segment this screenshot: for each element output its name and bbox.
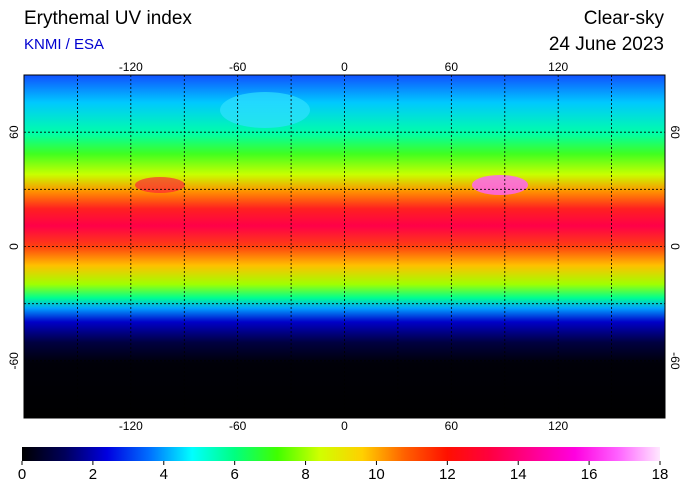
hotspot	[472, 175, 528, 195]
colorbar	[22, 447, 660, 461]
colorbar-label: 14	[510, 466, 527, 483]
lat-label-left: -60	[7, 352, 21, 370]
colorbar-label: 10	[368, 466, 385, 483]
lon-label-bottom: -120	[119, 419, 143, 433]
source: KNMI / ESA	[24, 36, 104, 53]
colorbar-label: 12	[439, 466, 456, 483]
lat-label-right: 60	[668, 125, 682, 139]
colorbar-label: 16	[581, 466, 598, 483]
colorbar-label: 0	[18, 466, 26, 483]
lon-label-top: -120	[119, 60, 143, 74]
lon-label-top: 0	[341, 60, 348, 74]
lon-label-top: 60	[445, 60, 459, 74]
date: 24 June 2023	[549, 34, 664, 55]
lat-label-left: 0	[7, 243, 21, 250]
colorbar-label: 8	[301, 466, 309, 483]
lon-label-bottom: 0	[341, 419, 348, 433]
lon-label-bottom: -60	[229, 419, 247, 433]
greenland	[220, 92, 310, 128]
lon-label-top: -60	[229, 60, 247, 74]
lon-label-bottom: 60	[445, 419, 459, 433]
title: Erythemal UV index	[24, 8, 192, 29]
lon-label-bottom: 120	[548, 419, 568, 433]
hotspot	[135, 177, 185, 193]
condition: Clear-sky	[584, 8, 665, 29]
lat-label-left: 60	[7, 125, 21, 139]
lon-label-top: 120	[548, 60, 568, 74]
lat-label-right: -60	[668, 352, 682, 370]
colorbar-label: 18	[652, 466, 669, 483]
colorbar-label: 4	[160, 466, 168, 483]
colorbar-label: 6	[230, 466, 238, 483]
lat-label-right: 0	[668, 243, 682, 250]
colorbar-label: 2	[89, 466, 97, 483]
